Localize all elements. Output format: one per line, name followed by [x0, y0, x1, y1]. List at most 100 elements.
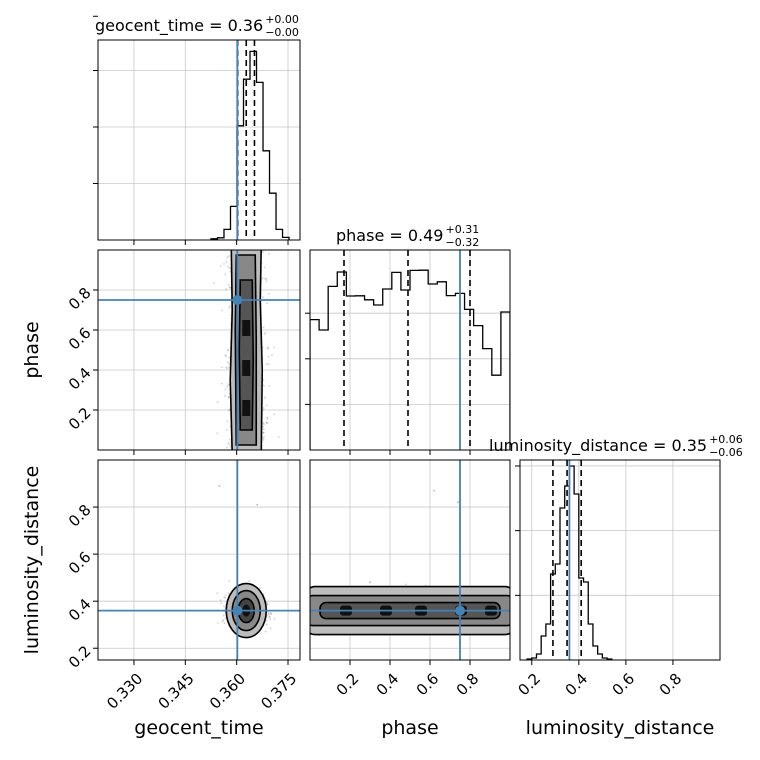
panel-frame — [97, 249, 301, 451]
sample-point — [267, 613, 270, 615]
sample-point — [228, 286, 231, 289]
sample-point — [265, 404, 268, 407]
sample-point — [269, 627, 272, 630]
sample-point — [262, 407, 265, 409]
sample-point — [270, 354, 273, 357]
histogram-steps — [210, 50, 290, 240]
title-upper-error: +0.06 — [709, 433, 743, 446]
sample-point — [216, 432, 219, 435]
sample-point — [216, 401, 219, 403]
sample-point — [262, 326, 265, 329]
tick-label: 0.2 — [515, 670, 545, 700]
sample-point — [263, 396, 266, 399]
tick-label: 0.375 — [257, 670, 300, 713]
sample-point — [267, 355, 270, 358]
sample-point — [226, 361, 229, 364]
sample-point — [216, 592, 219, 595]
tick-label: 0.8 — [65, 501, 95, 531]
tick-label: 0.6 — [413, 670, 443, 700]
title-lower-error: −0.32 — [445, 236, 479, 249]
sample-point — [266, 347, 269, 350]
sample-point — [228, 438, 231, 441]
sample-point — [262, 438, 265, 441]
sample-point — [227, 383, 229, 386]
sample-point — [270, 613, 273, 615]
sample-point — [265, 623, 268, 626]
sample-point — [227, 284, 230, 286]
tick-label: 0.4 — [65, 595, 95, 625]
sample-point — [224, 617, 227, 620]
sample-point — [219, 599, 222, 601]
panel-title: phase = 0.49 — [336, 226, 443, 245]
sample-point — [224, 273, 227, 276]
sample-point — [225, 428, 228, 431]
sample-point — [273, 346, 275, 349]
sample-point — [258, 587, 261, 590]
panel-frame — [309, 459, 511, 661]
sample-point — [224, 594, 227, 597]
sample-point — [213, 282, 215, 285]
sample-point — [266, 302, 269, 305]
panel-title: luminosity_distance = 0.35 — [489, 436, 707, 456]
tick-label: 0.6 — [609, 670, 639, 700]
density-core — [242, 400, 251, 416]
sample-point — [248, 580, 251, 582]
truth-marker — [232, 605, 243, 616]
sample-point — [266, 614, 269, 617]
sample-point — [457, 501, 459, 504]
sample-point — [266, 416, 269, 419]
sample-point — [226, 385, 229, 388]
x-axis-label: luminosity_distance — [526, 717, 715, 739]
sample-point — [265, 363, 268, 366]
sample-point — [229, 305, 231, 307]
sample-point — [267, 252, 270, 255]
sample-point — [229, 286, 232, 289]
sample-point — [269, 613, 272, 615]
sample-point — [268, 615, 271, 618]
sample-point — [222, 614, 225, 617]
sample-point — [262, 379, 265, 381]
sample-point — [220, 602, 222, 605]
sample-point — [262, 422, 264, 424]
sample-point — [227, 265, 230, 268]
tick-label: 0.345 — [155, 670, 198, 713]
sample-point — [224, 355, 227, 357]
histogram-steps — [310, 269, 510, 450]
sample-point — [225, 366, 227, 369]
tick-label: 0.6 — [65, 324, 95, 354]
sample-point — [225, 260, 228, 263]
tick-label: 0.6 — [65, 548, 95, 578]
sample-point — [263, 435, 265, 438]
sample-point — [228, 267, 231, 270]
contour-inner — [238, 279, 255, 431]
tick-label: 0.360 — [206, 670, 249, 713]
sample-point — [227, 396, 230, 398]
title-upper-error: +0.00 — [265, 13, 299, 26]
sample-point — [262, 296, 264, 299]
tick-label: 0.4 — [65, 364, 95, 394]
sample-point — [228, 255, 231, 257]
sample-point — [405, 583, 407, 586]
sample-point — [222, 619, 225, 622]
sample-point — [226, 348, 229, 351]
sample-point — [262, 384, 265, 387]
sample-point — [223, 622, 226, 625]
sample-point — [369, 581, 371, 584]
sample-point — [227, 409, 230, 412]
sample-point — [267, 363, 270, 366]
sample-point — [226, 367, 228, 370]
sample-point — [273, 617, 276, 620]
tick-label: 0.8 — [65, 284, 95, 314]
histogram-geocent-time — [210, 50, 290, 240]
sample-point — [228, 356, 231, 359]
sample-point — [216, 622, 219, 624]
panel-frame — [97, 39, 301, 241]
sample-point — [221, 620, 224, 623]
sample-point — [264, 331, 267, 334]
sample-point — [433, 489, 435, 492]
sample-point — [223, 596, 226, 599]
sample-point — [227, 442, 230, 445]
truth-marker — [455, 605, 465, 616]
sample-point — [224, 596, 227, 599]
sample-point — [263, 266, 266, 269]
